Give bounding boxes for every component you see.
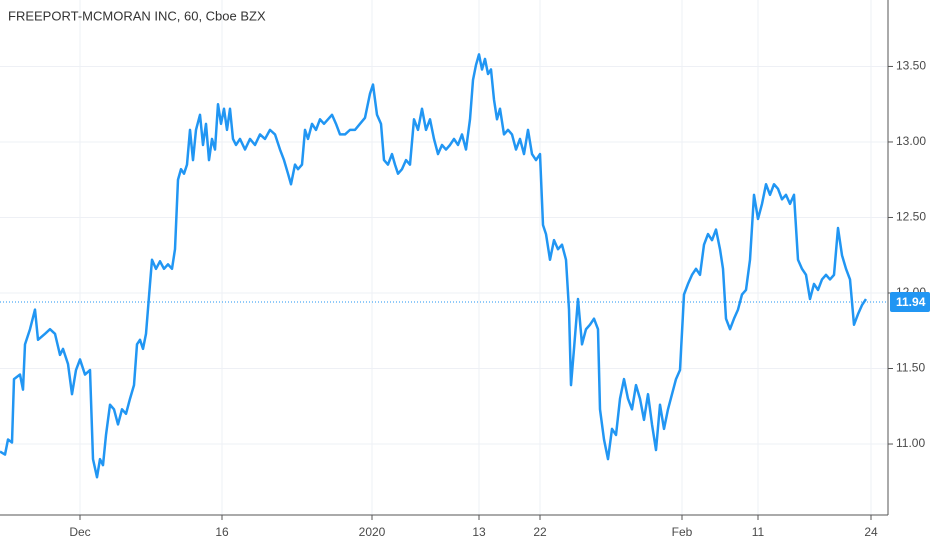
y-tick-label: 13.50 <box>896 59 926 73</box>
x-tick-label: 22 <box>533 525 547 539</box>
plot <box>0 53 888 479</box>
y-tick-label: 12.50 <box>896 210 926 224</box>
y-tick-label: 13.00 <box>896 134 926 148</box>
x-tick-label: Feb <box>672 525 693 539</box>
price-line <box>0 53 868 479</box>
y-tick-label: 11.00 <box>896 436 925 450</box>
x-tick-label: 16 <box>215 525 229 539</box>
last-price-box <box>890 292 930 313</box>
grid <box>0 0 888 515</box>
chart-title: FREEPORT-MCMORAN INC, 60, Cboe BZX <box>8 8 266 23</box>
x-tick-label: 24 <box>864 525 878 539</box>
x-tick-label: Dec <box>69 525 90 539</box>
x-tick-label: 13 <box>472 525 486 539</box>
y-tick-label: 11.50 <box>896 361 925 375</box>
last-price-label: 11.94 <box>896 295 926 309</box>
x-tick-label: 2020 <box>359 525 386 539</box>
x-tick-label: 11 <box>752 525 765 539</box>
